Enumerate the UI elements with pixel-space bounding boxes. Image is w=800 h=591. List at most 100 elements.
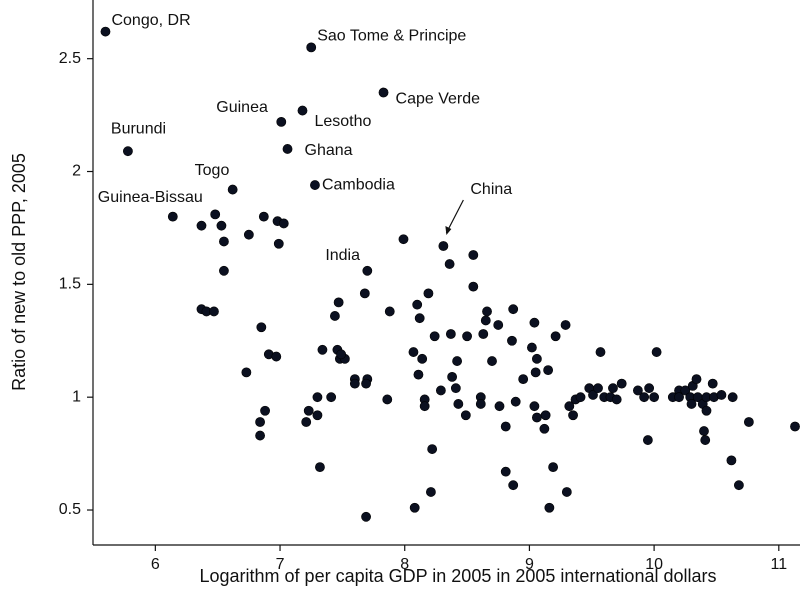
point xyxy=(508,480,519,491)
point xyxy=(460,410,471,421)
point xyxy=(359,288,370,299)
point xyxy=(701,405,712,416)
point xyxy=(310,180,320,190)
point xyxy=(282,144,293,154)
y-tick-label: 1.5 xyxy=(59,276,81,293)
point xyxy=(243,229,254,240)
point xyxy=(462,331,472,342)
point xyxy=(271,351,282,362)
point xyxy=(219,265,229,276)
point xyxy=(743,417,754,427)
point xyxy=(419,401,430,412)
point xyxy=(649,392,660,403)
y-tick-label: 1 xyxy=(72,388,81,405)
point xyxy=(256,322,267,333)
point xyxy=(561,487,572,497)
point xyxy=(482,306,492,317)
point xyxy=(301,417,312,427)
point xyxy=(330,311,340,321)
point xyxy=(530,367,541,378)
point xyxy=(427,444,438,454)
point xyxy=(423,288,434,299)
point-label: Cambodia xyxy=(322,176,395,193)
point xyxy=(727,392,738,403)
point xyxy=(100,26,111,37)
point xyxy=(680,385,691,396)
point xyxy=(209,306,219,317)
point xyxy=(241,367,252,378)
point xyxy=(450,383,461,394)
point xyxy=(564,401,575,412)
point-label: Sao Tome & Principe xyxy=(317,28,466,45)
point xyxy=(674,392,684,403)
point xyxy=(550,331,561,342)
point xyxy=(317,344,328,355)
point xyxy=(707,378,718,389)
point xyxy=(255,417,265,427)
point xyxy=(413,369,424,380)
x-tick-label: 10 xyxy=(645,556,663,573)
x-tick-label: 9 xyxy=(525,556,534,573)
point-label: Cape Verde xyxy=(396,91,481,108)
point xyxy=(691,374,702,385)
point xyxy=(260,405,270,416)
y-tick-label: 2.5 xyxy=(59,50,81,67)
point xyxy=(361,511,371,522)
point xyxy=(378,87,389,98)
point xyxy=(480,315,491,326)
point xyxy=(447,371,458,382)
x-tick-label: 7 xyxy=(276,556,285,573)
point xyxy=(651,347,662,357)
point xyxy=(315,462,325,473)
label-arrowhead xyxy=(445,225,452,235)
point xyxy=(306,42,317,53)
point xyxy=(219,236,229,247)
point xyxy=(435,385,446,396)
point xyxy=(588,390,598,400)
point xyxy=(507,335,517,346)
point-label: Congo, DR xyxy=(111,12,190,29)
x-tick-label: 6 xyxy=(151,556,160,573)
point xyxy=(616,378,627,389)
point xyxy=(518,374,529,385)
point xyxy=(409,502,420,513)
point xyxy=(417,353,428,364)
point xyxy=(426,487,436,497)
point xyxy=(408,347,419,357)
point xyxy=(508,304,519,315)
point xyxy=(608,383,618,394)
point xyxy=(382,394,393,405)
point xyxy=(487,356,497,366)
point xyxy=(716,390,727,400)
point xyxy=(255,430,265,441)
point xyxy=(468,250,479,260)
point xyxy=(429,331,440,342)
point xyxy=(548,462,559,473)
point xyxy=(494,401,505,412)
x-axis-label: Logarithm of per capita GDP in 2005 in 2… xyxy=(200,566,717,586)
point xyxy=(312,410,323,421)
point xyxy=(633,385,643,396)
point xyxy=(726,455,737,466)
point xyxy=(445,329,456,339)
point xyxy=(529,401,540,412)
point xyxy=(475,399,486,409)
point xyxy=(303,405,314,416)
point xyxy=(333,297,344,308)
point-label: Ghana xyxy=(305,142,353,159)
label-arrow xyxy=(445,199,464,234)
point xyxy=(700,435,711,445)
point xyxy=(644,383,655,394)
point xyxy=(336,349,347,360)
point-label: Lesotho xyxy=(314,113,371,130)
point xyxy=(258,211,269,222)
point xyxy=(412,299,423,310)
point xyxy=(438,241,449,251)
point xyxy=(361,378,371,389)
point xyxy=(593,383,603,394)
point xyxy=(595,347,606,357)
point xyxy=(196,220,207,231)
point xyxy=(500,421,511,432)
x-tick-label: 11 xyxy=(770,556,787,573)
